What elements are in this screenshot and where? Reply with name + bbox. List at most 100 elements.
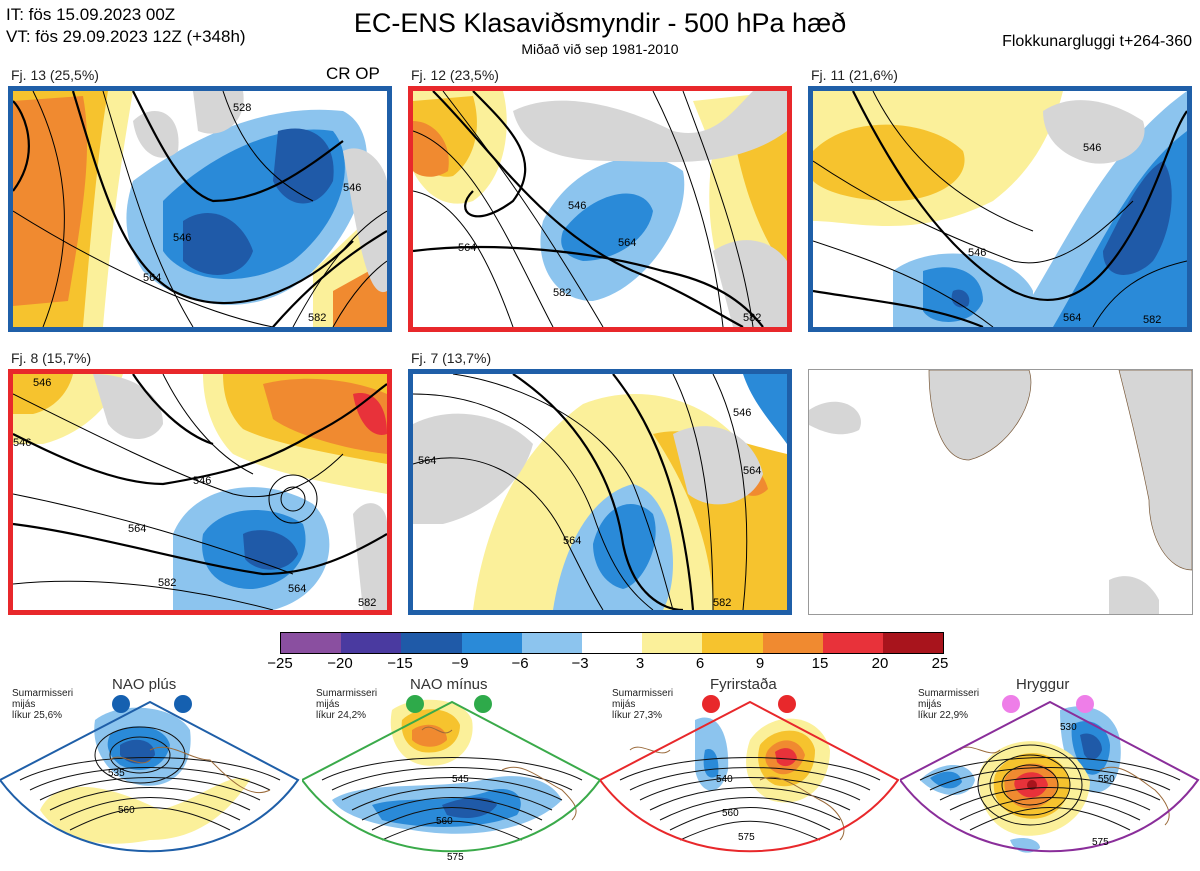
contour-label-r4: 550 bbox=[1098, 774, 1115, 785]
regime-note-line: mijás bbox=[612, 699, 636, 710]
colorbar-segment bbox=[461, 633, 522, 653]
contour-label-p2: 582 bbox=[553, 287, 571, 299]
regime-dot bbox=[702, 695, 720, 713]
contour-label-p3: 582 bbox=[1143, 314, 1161, 326]
colorbar-label: 3 bbox=[635, 655, 645, 672]
cluster-map-1: 528 546 546 564 582 bbox=[8, 86, 392, 332]
panel-label-5: Fj. 7 (13,7%) bbox=[411, 350, 492, 366]
contour-label-r2: 545 bbox=[452, 774, 469, 785]
contour-label-r4: 530 bbox=[1060, 722, 1077, 733]
regime-title: NAO plús bbox=[112, 676, 177, 693]
regime-dot bbox=[112, 695, 130, 713]
colorbar-segment bbox=[702, 633, 763, 653]
colorbar-segment bbox=[822, 633, 883, 653]
contour-label-p1: 564 bbox=[143, 272, 161, 284]
colorbar-segment bbox=[521, 633, 582, 653]
contour-label-p4: 546 bbox=[13, 437, 31, 449]
crop-label: CR OP bbox=[326, 64, 380, 83]
contour-label-p5: 564 bbox=[743, 465, 761, 477]
contour-label-p1: 546 bbox=[343, 182, 361, 194]
contour-label-p5: 564 bbox=[418, 455, 436, 467]
contour-label-p4: 582 bbox=[158, 577, 176, 589]
regime-dot bbox=[474, 695, 492, 713]
regime-title: NAO mínus bbox=[410, 676, 488, 693]
regime-dot bbox=[1076, 695, 1094, 713]
regime-dot bbox=[174, 695, 192, 713]
colorbar-segment bbox=[762, 633, 823, 653]
regime-note: Sumarmisseri mijás líkur 22,9% bbox=[918, 688, 979, 721]
regime-note-line: Sumarmisseri bbox=[918, 688, 980, 699]
empty-map bbox=[808, 369, 1193, 615]
contour-label-r4: 575 bbox=[1092, 837, 1109, 848]
contour-label-p2: 582 bbox=[743, 312, 761, 324]
contour-label-p2: 564 bbox=[618, 237, 636, 249]
regime-note-line: mijás bbox=[316, 699, 340, 710]
cluster-map-5: 546 564 564 564 582 bbox=[408, 369, 792, 615]
regime-dot bbox=[1002, 695, 1020, 713]
colorbar-label: −6 bbox=[511, 655, 529, 672]
regime-note-line: líkur 24,2% bbox=[316, 710, 367, 721]
colorbar-label: 25 bbox=[931, 655, 949, 672]
panel-label-2: Fj. 12 (23,5%) bbox=[411, 67, 499, 83]
contour-label-r1: 560 bbox=[118, 805, 135, 816]
colorbar-label: −25 bbox=[267, 655, 293, 672]
contour-label-p4: 564 bbox=[288, 583, 306, 595]
regime-dot bbox=[406, 695, 424, 713]
cluster-window: Flokkunargluggi t+264-360 bbox=[1002, 33, 1192, 50]
colorbar-label: 20 bbox=[871, 655, 889, 672]
regime-note-line: mijás bbox=[918, 699, 942, 710]
colorbar-label: −15 bbox=[387, 655, 413, 672]
regime-note: Sumarmisseri mijás líkur 25,6% bbox=[12, 688, 73, 721]
colorbar-segment bbox=[281, 633, 342, 653]
page-title: EC-ENS Klasaviðsmyndir - 500 hPa hæð bbox=[353, 8, 847, 38]
colorbar-segment bbox=[341, 633, 402, 653]
colorbar-label: 15 bbox=[811, 655, 829, 672]
contour-label-r3: 540 bbox=[716, 774, 733, 785]
page-subtitle: Miðað við sep 1981-2010 bbox=[521, 41, 679, 57]
contour-label-p5: 546 bbox=[733, 407, 751, 419]
colorbar-label: −9 bbox=[451, 655, 469, 672]
cluster-map-3: 546 546 564 582 bbox=[808, 86, 1192, 332]
colorbar-segment bbox=[642, 633, 703, 653]
contour-label-p5: 582 bbox=[713, 597, 731, 609]
colorbar-label: −3 bbox=[571, 655, 589, 672]
contour-label-p4: 546 bbox=[33, 377, 51, 389]
contour-label-p4: 564 bbox=[128, 523, 146, 535]
colorbar-labels: −25 −20 −15 −9 −6 −3 3 6 9 15 20 25 bbox=[260, 655, 962, 675]
regime-note-line: Sumarmisseri bbox=[12, 688, 74, 699]
colorbar-segment bbox=[882, 633, 944, 653]
regime-note: Sumarmisseri mijás líkur 27,3% bbox=[612, 688, 673, 721]
cluster-map-4: 546 546 546 564 564 582 582 bbox=[8, 369, 392, 615]
regime-title: Hryggur bbox=[1016, 676, 1070, 693]
colorbar-label: −20 bbox=[327, 655, 353, 672]
panel-label-3: Fj. 11 (21,6%) bbox=[811, 67, 898, 83]
regime-note-line: mijás bbox=[12, 699, 36, 710]
regime-note-line: Sumarmisseri bbox=[612, 688, 674, 699]
contour-label-p1: 546 bbox=[173, 232, 191, 244]
regime-note-line: líkur 25,6% bbox=[12, 710, 63, 721]
regime-map-ridge: 530 550 575 bbox=[900, 700, 1200, 853]
contour-label-r3: 560 bbox=[722, 808, 739, 819]
contour-label-p2: 546 bbox=[568, 200, 586, 212]
contour-label-p4: 546 bbox=[193, 475, 211, 487]
colorbar-segment bbox=[581, 633, 643, 653]
contour-label-p4: 582 bbox=[358, 597, 376, 609]
header-info: IT: fös 15.09.2023 00Z VT: fös 29.09.202… bbox=[6, 4, 246, 48]
regime-dot bbox=[778, 695, 796, 713]
regime-note: Sumarmisseri mijás líkur 24,2% bbox=[316, 688, 377, 721]
regime-title: Fyrirstaða bbox=[710, 676, 777, 693]
colorbar-label: 6 bbox=[695, 655, 705, 672]
panel-label-4: Fj. 8 (15,7%) bbox=[11, 350, 92, 366]
contour-label-p1: 582 bbox=[308, 312, 326, 324]
regime-map-nao-minus: 545 560 575 bbox=[302, 699, 602, 863]
init-time: IT: fös 15.09.2023 00Z bbox=[6, 5, 176, 24]
contour-label-r3: 575 bbox=[738, 832, 755, 843]
contour-label-p3: 546 bbox=[968, 247, 986, 259]
valid-time: VT: fös 29.09.2023 12Z (+348h) bbox=[6, 27, 246, 46]
colorbar bbox=[280, 632, 944, 654]
contour-label-p1: 528 bbox=[233, 102, 251, 114]
regime-note-line: Sumarmisseri bbox=[316, 688, 378, 699]
contour-label-r2: 560 bbox=[436, 816, 453, 827]
contour-label-p3: 546 bbox=[1083, 142, 1101, 154]
colorbar-label: 9 bbox=[755, 655, 765, 672]
